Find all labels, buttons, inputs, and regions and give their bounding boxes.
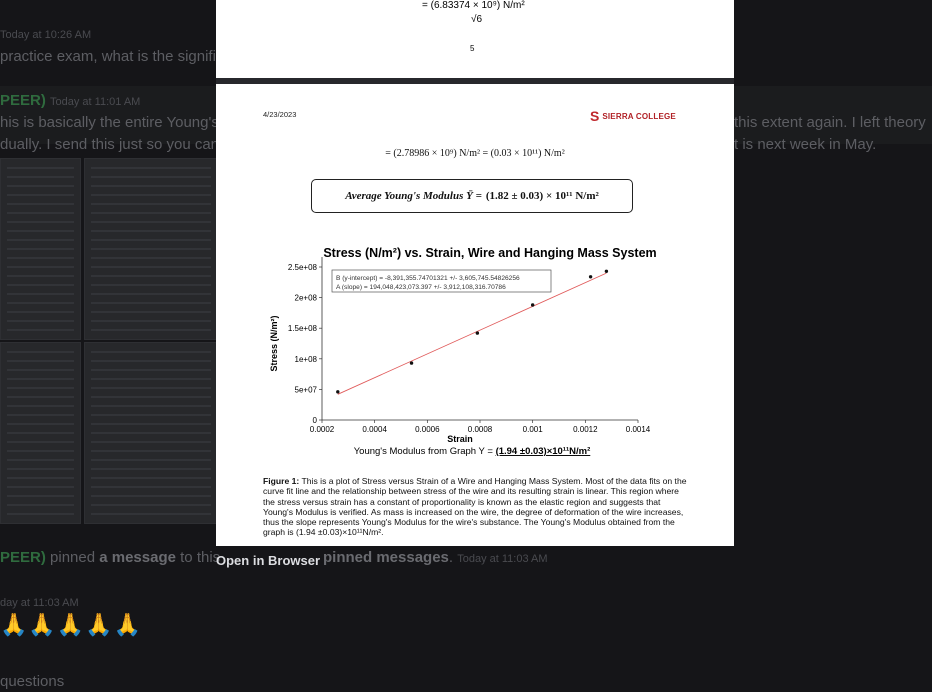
pinned-message-link[interactable]: a message xyxy=(99,549,176,566)
x-tick-label: 0.0002 xyxy=(310,425,335,434)
document-image[interactable]: 4/23/2023 S SIERRA COLLEGE = (2.78986 × … xyxy=(216,84,734,546)
page-number: 5 xyxy=(470,44,475,53)
x-tick-label: 0.0004 xyxy=(362,425,387,434)
x-axis-label: Strain xyxy=(447,434,473,444)
attachment-thumbnail[interactable] xyxy=(84,158,218,340)
logo-s-icon: S xyxy=(590,108,600,124)
y-tick-label: 1.5e+08 xyxy=(288,324,318,333)
data-point xyxy=(530,303,535,307)
y-tick-label: 1e+08 xyxy=(295,355,318,364)
figure-caption-text: This is a plot of Stress versus Strain o… xyxy=(263,476,687,538)
data-point xyxy=(475,331,480,335)
message-text: his is basically the entire Young's xyxy=(0,114,219,131)
message-text: dually. I send this just so you can xyxy=(0,136,220,153)
data-point xyxy=(588,275,593,279)
pray-emoji-icon: 🙏🙏🙏🙏🙏 xyxy=(0,612,142,637)
author-name[interactable]: PEER) xyxy=(0,549,46,566)
average-modulus-box: Average Young's Modulus Ȳ = (1.82 ± 0.03… xyxy=(311,179,633,213)
fit-result-line: B (y-intercept) = -8,391,355.74701321 +/… xyxy=(336,275,520,282)
pin-text: pinned xyxy=(50,549,96,566)
message-text: t is next week in May. xyxy=(734,136,877,153)
chart-title: Stress (N/m²) vs. Strain, Wire and Hangi… xyxy=(323,246,656,260)
uncertainty-equation: = (2.78986 × 10⁹) N/m² = (0.03 × 10¹¹) N… xyxy=(385,148,565,159)
open-in-browser-link[interactable]: Open in Browser xyxy=(216,553,321,568)
fit-result-line: A (slope) = 194,048,423,073.397 +/- 3,91… xyxy=(336,284,506,291)
y-tick-label: 2e+08 xyxy=(295,294,318,303)
document-date: 4/23/2023 xyxy=(263,110,297,119)
message-timestamp: day at 11:03 AM xyxy=(0,597,79,609)
message-text: questions xyxy=(0,673,65,690)
college-logo: S SIERRA COLLEGE xyxy=(590,108,676,124)
x-tick-label: 0.0014 xyxy=(626,425,651,434)
message-timestamp: Today at 11:01 AM xyxy=(50,96,141,108)
pinned-messages-link[interactable]: pinned messages xyxy=(323,549,449,566)
data-point xyxy=(409,361,414,365)
author-name[interactable]: PEER) xyxy=(0,92,46,109)
message-text: practice exam, what is the signifi xyxy=(0,48,216,65)
previous-page: = (6.83374 × 10⁹) N/m² √6 5 xyxy=(216,0,734,78)
page-separator xyxy=(216,78,734,84)
figure-caption: Figure 1: This is a plot of Stress versu… xyxy=(263,476,691,538)
x-tick-label: 0.0008 xyxy=(468,425,493,434)
y-tick-label: 0 xyxy=(313,416,318,425)
message-timestamp: Today at 10:26 AM xyxy=(0,29,92,41)
average-modulus-label: Average Young's Modulus Ȳ = xyxy=(345,190,482,202)
y-axis-label: Stress (N/m²) xyxy=(269,315,279,371)
x-tick-label: 0.0012 xyxy=(573,425,598,434)
graph-modulus-value: (1.94 ±0.03)×10¹¹N/m² xyxy=(496,446,591,457)
message-timestamp: Today at 11:03 AM xyxy=(457,553,548,565)
message-text: this extent again. I left theory xyxy=(734,114,926,131)
stress-strain-chart: Stress (N/m²) vs. Strain, Wire and Hangi… xyxy=(269,246,657,457)
graph-modulus-result: Young's Modulus from Graph Y = (1.94 ±0.… xyxy=(354,446,591,457)
figure-label: Figure 1: xyxy=(263,476,300,486)
attachment-thumbnail[interactable] xyxy=(0,342,81,524)
fit-line xyxy=(337,272,607,395)
y-tick-label: 2.5e+08 xyxy=(288,263,318,272)
average-modulus-value: (1.82 ± 0.03) × 10¹¹ N/m² xyxy=(485,190,599,202)
data-point xyxy=(336,390,340,394)
equation-fragment: = (6.83374 × 10⁹) N/m² xyxy=(422,0,525,11)
attachment-thumbnail[interactable] xyxy=(84,342,218,524)
fit-results-box xyxy=(331,269,552,293)
attachment-thumbnail[interactable] xyxy=(0,158,81,340)
x-tick-label: 0.0006 xyxy=(415,425,440,434)
logo-text: SIERRA COLLEGE xyxy=(602,111,676,121)
equation-denominator: √6 xyxy=(471,14,483,25)
graph-modulus-prefix: Young's Modulus from Graph Y = xyxy=(354,446,496,457)
y-tick-label: 5e+07 xyxy=(295,385,318,394)
pin-text: to this xyxy=(180,549,221,566)
x-tick-label: 0.001 xyxy=(523,425,544,434)
data-point xyxy=(604,269,609,273)
